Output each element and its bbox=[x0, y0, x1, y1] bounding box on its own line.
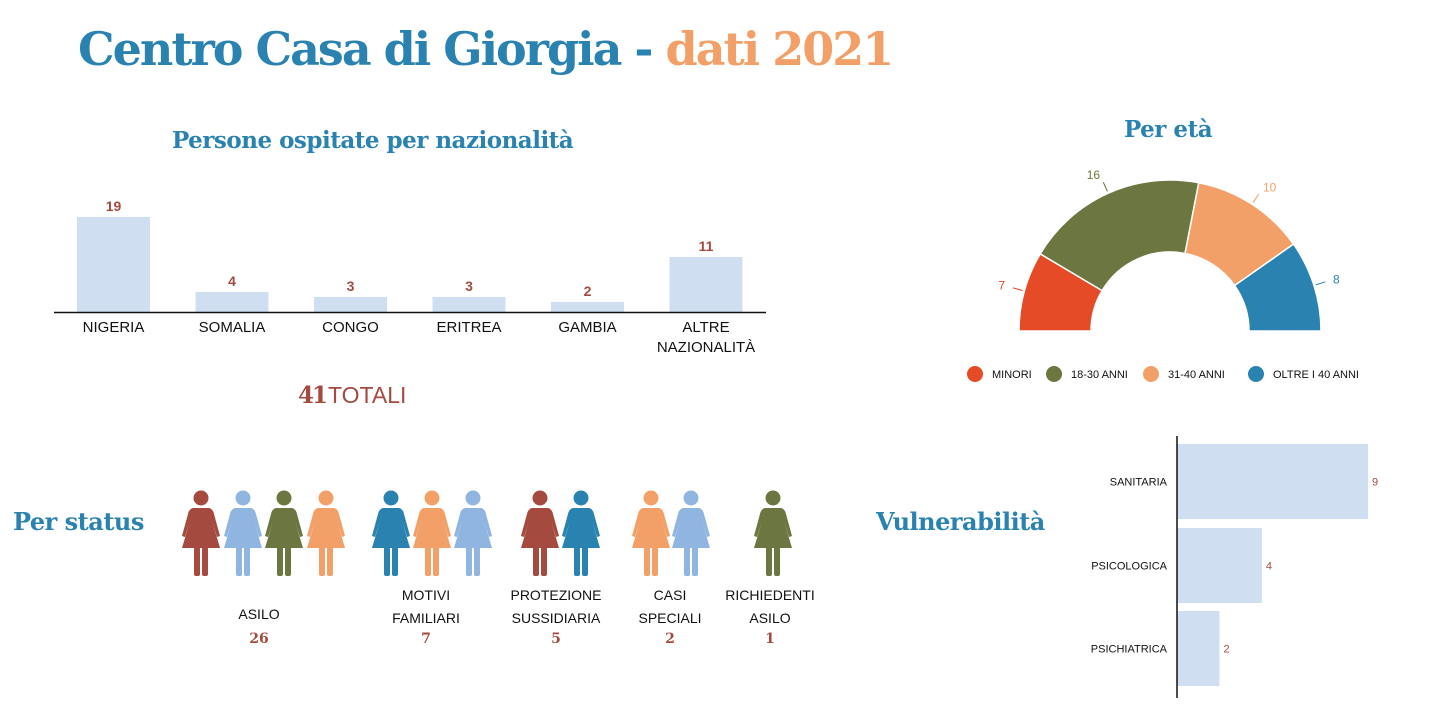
status-category-line: CASI bbox=[653, 587, 687, 603]
woman-icon bbox=[224, 490, 262, 576]
status-count: 5 bbox=[551, 631, 561, 647]
woman-icon bbox=[754, 490, 792, 576]
nationality-chart-title: Persone ospitate per nazionalità bbox=[172, 127, 574, 154]
legend-label: 31-40 ANNI bbox=[1168, 369, 1225, 381]
vulnerability-category-label: PSICOLOGICA bbox=[1091, 561, 1167, 573]
vulnerability-value-label: 2 bbox=[1223, 644, 1229, 656]
nationality-category-label: SOMALIA bbox=[199, 319, 266, 336]
title-main: Centro Casa di Giorgia bbox=[78, 22, 622, 76]
legend-swatch bbox=[1248, 366, 1264, 382]
status-category-line: RICHIEDENTI bbox=[725, 587, 815, 603]
legend-swatch bbox=[1143, 366, 1159, 382]
status-category-label: CASI SPECIALI bbox=[605, 584, 735, 630]
status-count: 7 bbox=[421, 631, 431, 647]
woman-icon bbox=[454, 490, 492, 576]
status-category-line: MOTIVI bbox=[401, 587, 451, 603]
status-count: 26 bbox=[249, 631, 269, 647]
status-category-line: ASILO bbox=[238, 606, 280, 622]
total-label: TOTALI bbox=[328, 382, 407, 408]
status-count: 2 bbox=[665, 631, 675, 647]
vulnerability-bar bbox=[1177, 528, 1262, 603]
vulnerability-bar bbox=[1177, 444, 1368, 519]
woman-icon bbox=[632, 490, 670, 576]
nationality-bar bbox=[432, 297, 506, 312]
status-category-line: FAMILIARI bbox=[392, 610, 460, 626]
age-leader-line bbox=[1012, 287, 1023, 291]
nationality-value-label: 2 bbox=[584, 283, 592, 299]
vulnerability-value-label: 9 bbox=[1372, 477, 1378, 489]
woman-icon bbox=[521, 490, 559, 576]
nationality-category-label: NIGERIA bbox=[83, 319, 145, 336]
status-chart-title: Per status bbox=[13, 507, 144, 536]
status-category-line: ASILO bbox=[749, 610, 791, 626]
woman-icon bbox=[307, 490, 345, 576]
woman-icon bbox=[265, 490, 303, 576]
nationality-value-label: 19 bbox=[106, 198, 122, 214]
woman-icon bbox=[562, 490, 600, 576]
nationality-category-label: CONGO bbox=[322, 319, 379, 336]
nationality-category-label: ALTRE bbox=[682, 319, 729, 336]
nationality-category-label: NAZIONALITÀ bbox=[657, 339, 755, 356]
age-leader-line bbox=[1315, 281, 1326, 286]
nationality-bar bbox=[77, 217, 150, 312]
legend-label: OLTRE I 40 ANNI bbox=[1273, 369, 1359, 381]
nationality-bar bbox=[669, 257, 743, 312]
status-category-line: PROTEZIONE bbox=[510, 587, 602, 603]
status-category-label: PROTEZIONE SUSSIDIARIA bbox=[491, 584, 621, 630]
age-value-label: 8 bbox=[1333, 272, 1340, 286]
nationality-category-label: GAMBIA bbox=[558, 319, 616, 336]
status-count: 1 bbox=[765, 631, 775, 647]
woman-icon bbox=[182, 490, 220, 576]
title-separator: - bbox=[620, 22, 666, 76]
vulnerability-bar bbox=[1177, 611, 1220, 686]
vulnerability-chart-title: Vulnerabilità bbox=[876, 507, 1045, 536]
woman-icon bbox=[372, 490, 410, 576]
nationality-bar bbox=[551, 302, 624, 312]
legend-swatch bbox=[967, 366, 983, 382]
vulnerability-category-label: SANITARIA bbox=[1110, 477, 1168, 489]
legend-label: 18-30 ANNI bbox=[1071, 369, 1128, 381]
age-value-label: 7 bbox=[998, 279, 1005, 293]
total-count: 41TOTALI bbox=[298, 382, 406, 409]
vulnerability-value-label: 4 bbox=[1266, 561, 1272, 573]
vulnerability-category-label: PSICHIATRICA bbox=[1091, 644, 1168, 656]
age-slice bbox=[1233, 243, 1322, 332]
page-title: Centro Casa di Giorgia - dati 2021 bbox=[78, 22, 895, 76]
age-leader-line bbox=[1252, 193, 1260, 203]
age-leader-line bbox=[1102, 182, 1108, 192]
age-value-label: 10 bbox=[1263, 180, 1277, 194]
nationality-value-label: 3 bbox=[465, 278, 473, 294]
title-year: dati 2021 bbox=[665, 22, 895, 76]
woman-icon bbox=[413, 490, 451, 576]
nationality-value-label: 3 bbox=[347, 278, 355, 294]
woman-icon bbox=[672, 490, 710, 576]
age-value-label: 16 bbox=[1087, 168, 1101, 182]
age-slice bbox=[1039, 179, 1200, 292]
total-value: 41 bbox=[298, 382, 328, 409]
nationality-bar bbox=[314, 297, 387, 312]
nationality-value-label: 11 bbox=[699, 238, 714, 254]
nationality-bar bbox=[195, 292, 269, 312]
status-category-line: SPECIALI bbox=[638, 610, 702, 626]
status-category-label: MOTIVI FAMILIARI bbox=[361, 584, 491, 630]
age-chart-title: Per età bbox=[1124, 116, 1213, 143]
legend-label: MINORI bbox=[992, 369, 1032, 381]
status-category-label: RICHIEDENTI ASILO bbox=[705, 584, 835, 630]
status-category-line: SUSSIDIARIA bbox=[511, 610, 601, 626]
status-category-label: ASILO bbox=[194, 603, 324, 626]
legend-swatch bbox=[1046, 366, 1062, 382]
nationality-category-label: ERITREA bbox=[436, 319, 501, 336]
nationality-value-label: 4 bbox=[228, 273, 236, 289]
